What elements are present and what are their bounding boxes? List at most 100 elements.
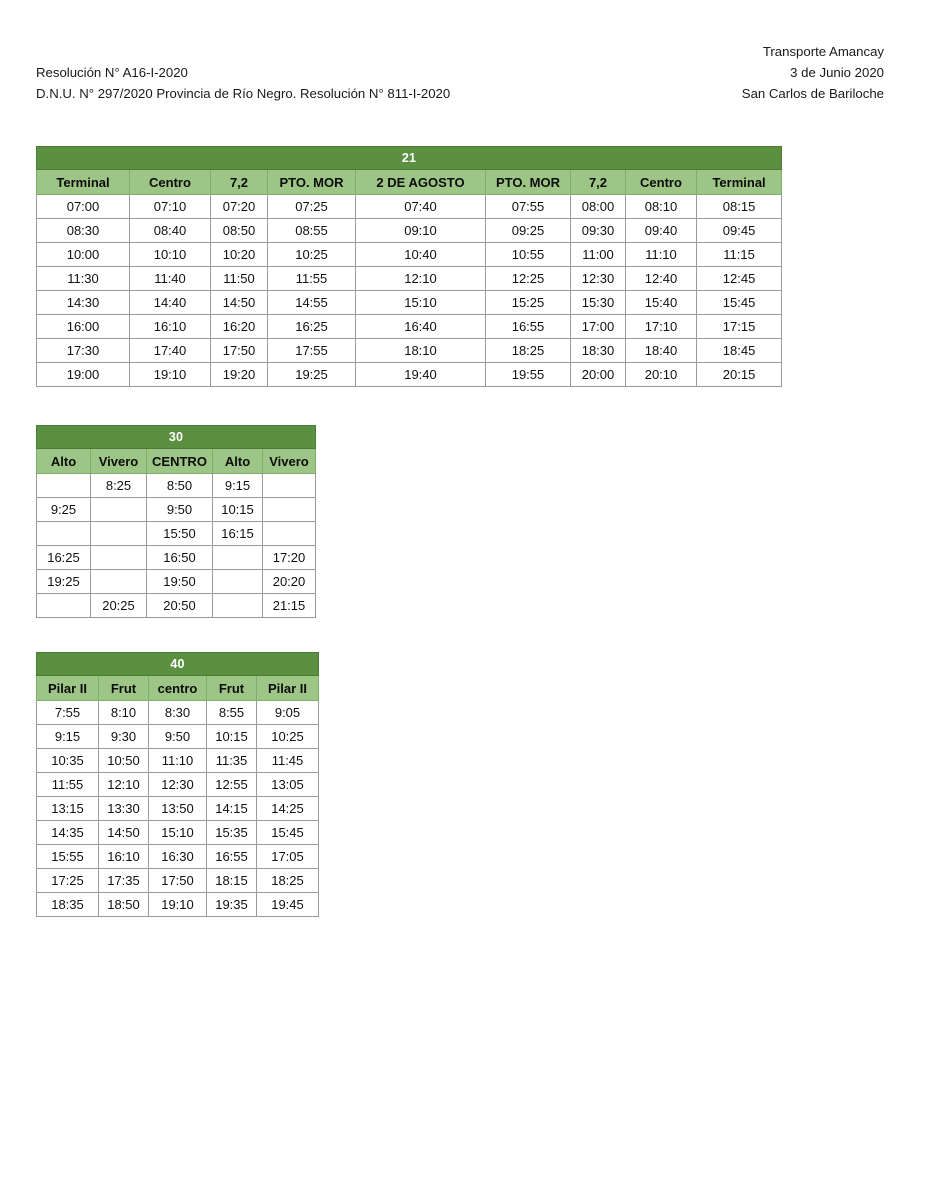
time-cell: 08:55 [267, 218, 356, 243]
time-cell: 09:40 [625, 218, 697, 243]
time-cell: 16:55 [206, 844, 257, 869]
time-cell: 19:55 [485, 362, 571, 387]
column-header: Centro [129, 169, 211, 195]
time-cell: 9:25 [36, 497, 91, 522]
time-cell: 17:55 [267, 338, 356, 363]
schedule-table-21: 21 Terminal Centro 7,2 PTO. MOR 2 DE AGOSTO PT… [35, 146, 783, 387]
time-cell: 16:10 [98, 844, 149, 869]
time-cell: 16:25 [36, 545, 91, 570]
time-cell-empty [262, 497, 316, 522]
time-cell: 18:15 [206, 868, 257, 893]
column-header: Centro [625, 169, 697, 195]
time-cell: 12:30 [570, 266, 626, 291]
time-cell: 14:30 [36, 290, 130, 315]
time-cell: 13:05 [256, 772, 319, 797]
time-cell: 11:55 [36, 772, 99, 797]
time-cell-empty [36, 473, 91, 498]
time-cell: 16:40 [355, 314, 486, 339]
column-header: Vivero [262, 448, 316, 474]
time-cell: 15:10 [355, 290, 486, 315]
time-cell: 8:30 [148, 700, 207, 725]
time-cell: 07:40 [355, 194, 486, 219]
time-cell: 17:20 [262, 545, 316, 570]
time-cell: 13:30 [98, 796, 149, 821]
schedule-table-40: 40 Pilar II Frut centro Frut Pilar II 7:55 8:10… [36, 652, 319, 917]
time-cell: 11:45 [256, 748, 319, 773]
column-header: Terminal [695, 169, 783, 195]
time-cell-empty [212, 569, 263, 594]
table-row: 7:55 8:10 8:30 8:55 9:05 [36, 700, 319, 725]
time-cell: 08:50 [210, 218, 268, 243]
time-cell: 16:15 [212, 521, 263, 546]
time-cell: 12:40 [625, 266, 697, 291]
column-header: centro [148, 675, 207, 701]
time-cell: 16:50 [146, 545, 213, 570]
table-row: 14:30 14:40 14:50 14:55 15:10 15:25 15:30 15:40… [36, 290, 783, 315]
time-cell: 15:25 [485, 290, 571, 315]
column-header-row: Terminal Centro 7,2 PTO. MOR 2 DE AGOSTO PTO.… [36, 169, 783, 195]
time-cell: 19:50 [146, 569, 213, 594]
time-cell: 19:10 [129, 362, 211, 387]
time-cell: 15:45 [256, 820, 319, 845]
time-cell: 07:55 [485, 194, 571, 219]
time-cell: 19:25 [36, 569, 91, 594]
time-cell-empty [90, 521, 147, 546]
time-cell: 14:40 [129, 290, 211, 315]
time-cell-empty [262, 521, 316, 546]
route-number-title: 40 [36, 652, 319, 676]
column-header: Vivero [90, 448, 147, 474]
time-cell: 08:00 [570, 194, 626, 219]
time-cell: 18:25 [256, 868, 319, 893]
schedule-table-30: 30 Alto Vivero CENTRO Alto Vivero 8:25 8:50 9:15… [36, 425, 316, 618]
time-cell: 11:35 [206, 748, 257, 773]
time-cell: 11:15 [695, 242, 783, 267]
time-cell: 15:50 [146, 521, 213, 546]
time-cell: 17:00 [570, 314, 626, 339]
table-row: 07:00 07:10 07:20 07:25 07:40 07:55 08:00 08:10… [36, 194, 783, 219]
time-cell: 09:25 [485, 218, 571, 243]
time-cell: 15:35 [206, 820, 257, 845]
time-cell: 17:10 [625, 314, 697, 339]
time-cell: 11:10 [625, 242, 697, 267]
time-cell: 18:35 [36, 892, 99, 917]
time-cell: 9:05 [256, 700, 319, 725]
time-cell: 8:10 [98, 700, 149, 725]
time-cell: 9:30 [98, 724, 149, 749]
table-row: 8:25 8:50 9:15 [36, 473, 316, 498]
column-header: PTO. MOR [485, 169, 571, 195]
time-cell: 20:00 [570, 362, 626, 387]
time-cell: 14:55 [267, 290, 356, 315]
column-header: CENTRO [146, 448, 213, 474]
time-cell: 16:55 [485, 314, 571, 339]
time-cell: 19:45 [256, 892, 319, 917]
time-cell: 11:10 [148, 748, 207, 773]
time-cell: 18:45 [695, 338, 783, 363]
table-row: 08:30 08:40 08:50 08:55 09:10 09:25 09:30 09:40… [36, 218, 783, 243]
table-row: 17:30 17:40 17:50 17:55 18:10 18:25 18:30 18:40… [36, 338, 783, 363]
column-header-row: Alto Vivero CENTRO Alto Vivero [36, 448, 316, 474]
table-row: 9:25 9:50 10:15 [36, 497, 316, 522]
resolution-line-1: Resolución N° A16-I-2020 [36, 65, 188, 80]
time-cell: 11:00 [570, 242, 626, 267]
time-cell-empty [36, 521, 91, 546]
time-cell: 11:40 [129, 266, 211, 291]
time-cell: 10:35 [36, 748, 99, 773]
table-row: 19:00 19:10 19:20 19:25 19:40 19:55 20:00 20:10… [36, 362, 783, 387]
time-cell-empty [212, 593, 263, 618]
time-cell: 17:30 [36, 338, 130, 363]
time-cell: 20:15 [695, 362, 783, 387]
time-cell: 10:00 [36, 242, 130, 267]
time-cell: 17:40 [129, 338, 211, 363]
route-number-title: 21 [35, 146, 783, 170]
time-cell: 10:50 [98, 748, 149, 773]
table-title-row: 30 [36, 425, 316, 449]
time-cell: 19:25 [267, 362, 356, 387]
time-cell: 8:25 [90, 473, 147, 498]
city-name: San Carlos de Bariloche [741, 86, 884, 101]
time-cell: 11:30 [36, 266, 130, 291]
column-header: 7,2 [570, 169, 626, 195]
time-cell: 11:55 [267, 266, 356, 291]
column-header: Terminal [36, 169, 130, 195]
time-cell: 18:50 [98, 892, 149, 917]
time-cell: 14:50 [98, 820, 149, 845]
